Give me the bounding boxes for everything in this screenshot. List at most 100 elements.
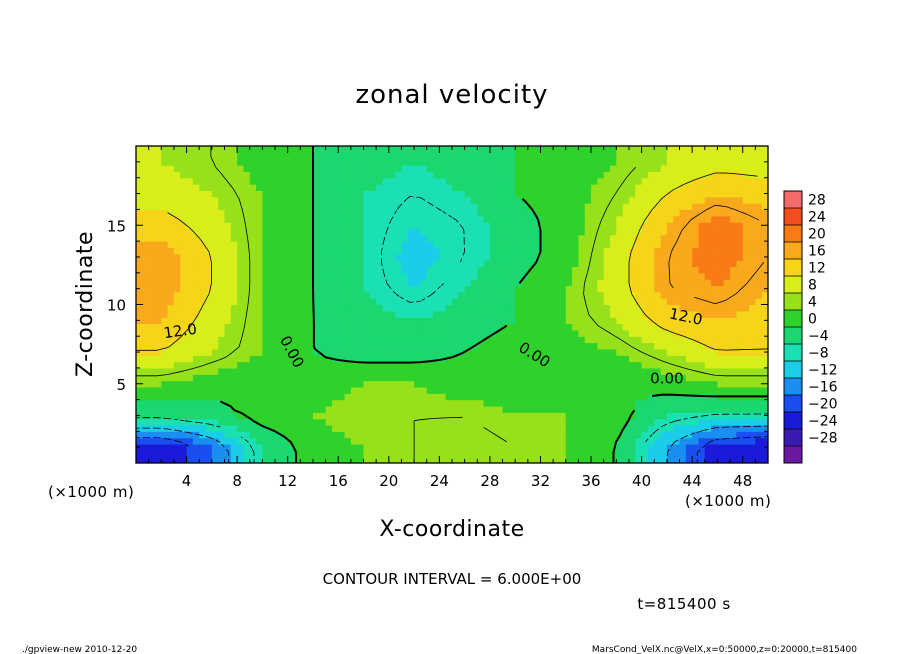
field-cell <box>363 184 371 191</box>
field-cell <box>154 355 162 363</box>
field-cell <box>350 304 358 312</box>
field-cell <box>496 171 504 179</box>
field-cell <box>167 260 175 268</box>
field-cell <box>237 228 245 236</box>
field-cell <box>281 348 289 356</box>
field-cell <box>534 412 542 420</box>
field-cell <box>578 152 586 160</box>
field-cell <box>622 152 630 160</box>
field-cell <box>224 165 232 172</box>
field-cell <box>628 279 636 287</box>
field-cell <box>300 152 308 160</box>
field-cell <box>287 171 295 179</box>
field-cell <box>654 291 662 299</box>
field-cell <box>230 228 238 236</box>
field-cell <box>192 399 200 407</box>
field-cell <box>483 431 491 439</box>
field-cell <box>243 272 251 280</box>
field-cell <box>477 323 485 331</box>
field-cell <box>154 323 162 331</box>
field-cell <box>470 203 478 210</box>
field-cell <box>376 279 384 287</box>
field-cell <box>186 437 194 445</box>
field-cell <box>622 405 630 413</box>
field-cell <box>755 405 763 413</box>
field-cell <box>584 177 592 185</box>
field-cell <box>483 336 491 344</box>
field-cell <box>553 298 561 306</box>
field-cell <box>730 285 737 293</box>
field-cell <box>521 405 529 413</box>
field-cell <box>666 209 674 217</box>
field-cell <box>161 222 169 230</box>
field-cell <box>610 329 617 337</box>
field-cell <box>186 272 194 280</box>
field-cell <box>388 171 396 179</box>
field-cell <box>338 146 346 153</box>
field-cell <box>249 399 257 407</box>
field-cell <box>395 165 403 172</box>
field-cell <box>420 386 428 394</box>
field-cell <box>584 393 592 401</box>
field-cell <box>616 196 624 204</box>
field-cell <box>388 247 396 255</box>
field-cell <box>338 456 346 463</box>
field-cell <box>761 456 768 463</box>
field-cell <box>445 424 453 432</box>
field-cell <box>540 266 548 274</box>
field-cell <box>730 234 737 242</box>
field-cell <box>300 443 308 451</box>
field-cell <box>565 367 573 375</box>
field-cell <box>357 399 365 407</box>
field-cell <box>325 260 333 268</box>
field-cell <box>268 304 276 312</box>
field-cell <box>736 412 744 420</box>
field-cell <box>610 374 617 382</box>
field-cell <box>572 158 579 166</box>
field-cell <box>344 177 352 185</box>
field-cell <box>515 450 523 458</box>
field-cell <box>685 291 693 299</box>
field-cell <box>546 342 554 350</box>
field-cell <box>338 234 346 242</box>
field-cell <box>572 323 579 331</box>
field-cell <box>521 279 529 287</box>
field-cell <box>369 361 377 369</box>
field-cell <box>294 158 301 166</box>
field-cell <box>553 241 561 249</box>
field-cell <box>647 196 655 204</box>
field-cell <box>527 158 535 166</box>
field-cell <box>736 386 744 394</box>
field-cell <box>281 209 289 217</box>
field-cell <box>218 310 226 318</box>
field-cell <box>692 361 700 369</box>
field-cell <box>167 146 175 153</box>
field-cell <box>628 196 636 204</box>
field-cell <box>237 241 245 249</box>
field-cell <box>275 329 282 337</box>
field-cell <box>742 158 750 166</box>
field-cell <box>344 298 352 306</box>
field-cell <box>685 247 693 255</box>
field-cell <box>256 152 263 160</box>
field-cell <box>508 171 516 179</box>
field-cell <box>698 222 706 230</box>
field-cell <box>426 380 434 388</box>
field-cell <box>711 285 719 293</box>
field-cell <box>628 241 636 249</box>
field-cell <box>679 177 687 185</box>
field-cell <box>489 184 497 191</box>
field-cell <box>603 310 611 318</box>
field-cell <box>205 450 213 458</box>
field-cell <box>679 361 687 369</box>
field-cell <box>470 443 478 451</box>
field-cell <box>603 152 611 160</box>
field-cell <box>237 393 245 401</box>
field-cell <box>445 241 453 249</box>
field-cell <box>331 418 339 426</box>
field-cell <box>439 323 447 331</box>
field-cell <box>331 399 339 407</box>
field-cell <box>281 260 289 268</box>
field-cell <box>433 158 440 166</box>
field-cell <box>603 190 611 198</box>
